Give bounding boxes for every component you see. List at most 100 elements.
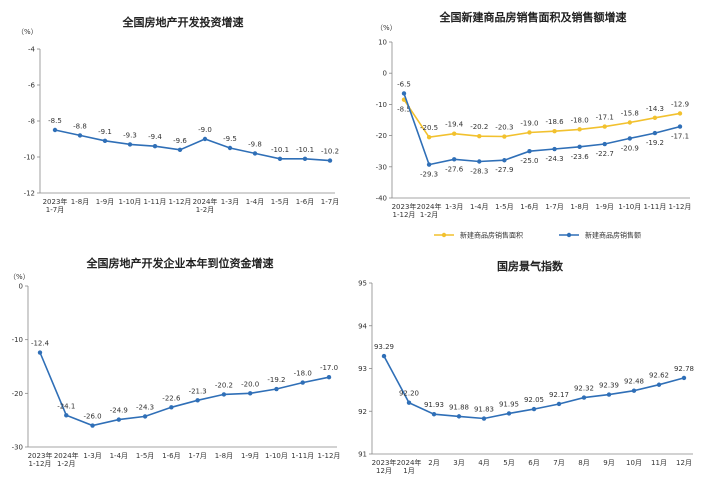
data-point (326, 375, 332, 380)
data-label: -19.4 (445, 121, 464, 129)
y-tick-label: -6 (28, 82, 36, 90)
chart-title: 全国房地产开发投资增速 (122, 15, 244, 29)
data-point (556, 401, 562, 407)
x-tick-label: 1-3月 (445, 203, 463, 211)
data-label: -28.3 (470, 167, 488, 175)
data-point (627, 136, 633, 141)
series-line (54, 129, 331, 162)
data-label: -20.2 (215, 381, 233, 389)
data-label: -22.6 (162, 394, 181, 402)
data-label: 92.05 (524, 396, 544, 404)
data-point (602, 141, 607, 147)
data-point (602, 124, 607, 129)
data-point (37, 350, 43, 355)
x-tick-label: 1-7月 (188, 452, 206, 460)
x-tick-label: 1-11月 (643, 203, 666, 211)
data-label: -17.0 (320, 364, 338, 372)
data-label: -10.1 (296, 146, 314, 154)
x-tick-label: 1-3月 (83, 452, 101, 460)
x-tick-label: 2024年 (397, 458, 422, 467)
x-tick-label: 1-6月 (296, 198, 314, 206)
x-tick-label: 1-12月 (393, 211, 416, 219)
data-label: -20.0 (241, 380, 259, 388)
data-point (451, 131, 457, 136)
data-point (202, 136, 208, 142)
data-point (527, 149, 532, 154)
data-point (652, 130, 658, 136)
y-tick-label: -20 (376, 132, 387, 140)
x-tick-label: 5月 (503, 459, 514, 467)
data-label: -10.1 (271, 146, 289, 154)
x-tick-label: 1-2月 (420, 211, 438, 219)
data-label: -8.5 (397, 106, 411, 114)
data-point (451, 157, 457, 162)
x-tick-label: 1-8月 (71, 198, 89, 206)
data-point (477, 159, 482, 164)
data-label: -10.2 (321, 148, 339, 156)
data-label: 91.93 (424, 401, 444, 409)
data-point (577, 127, 582, 132)
x-tick-label: 1-6月 (520, 203, 538, 211)
data-point (177, 147, 183, 152)
data-point (247, 391, 253, 396)
x-tick-label: 1-7月 (545, 203, 563, 211)
series-line (403, 99, 681, 139)
x-tick-label: 1-8月 (570, 203, 588, 211)
data-point (277, 156, 283, 161)
data-label: 91.95 (499, 400, 519, 408)
x-tick-label: 2023年 (392, 202, 417, 211)
data-point (274, 386, 279, 392)
data-point (552, 129, 557, 134)
data-label: 92.48 (624, 378, 644, 386)
x-tick-label: 4月 (478, 459, 489, 467)
data-point (127, 142, 133, 147)
data-point (652, 115, 658, 121)
x-tick-label: 9月 (603, 459, 614, 467)
data-point (631, 388, 637, 393)
x-tick-label: 2023年 (28, 451, 53, 460)
x-tick-label: 1-10月 (618, 203, 641, 211)
data-point (252, 151, 258, 156)
data-label: 92.32 (574, 385, 594, 393)
data-point (406, 400, 412, 405)
x-tick-label: 1-9月 (96, 198, 114, 206)
data-point (142, 414, 148, 419)
y-tick-label: 93 (358, 365, 367, 373)
data-point (152, 144, 158, 149)
series-line (39, 352, 330, 427)
x-tick-label: 1-11月 (291, 452, 314, 460)
data-point (681, 375, 687, 381)
x-tick-label: 1-7月 (321, 198, 339, 206)
chart-title: 国房景气指数 (497, 259, 564, 273)
data-point (64, 413, 69, 418)
y-tick-label: 95 (358, 280, 367, 288)
data-label: -24.1 (57, 402, 75, 410)
data-point (227, 145, 233, 151)
data-label: -9.6 (173, 137, 187, 145)
data-point (300, 380, 305, 385)
x-tick-label: 2024年 (417, 202, 442, 211)
data-label: -12.9 (671, 100, 689, 108)
x-tick-label: 2023年 (43, 197, 68, 206)
data-label: 92.78 (674, 365, 694, 373)
data-label: -27.9 (495, 166, 513, 174)
data-label: -9.5 (223, 135, 237, 143)
data-point (677, 111, 683, 116)
x-tick-label: 1-8月 (215, 452, 233, 460)
data-point (90, 423, 95, 428)
data-label: -8.8 (73, 122, 87, 130)
chart-title: 全国新建商品房销售面积及销售额增速 (439, 10, 627, 24)
data-label: -9.8 (248, 140, 262, 148)
y-tick-label: -30 (12, 444, 23, 452)
data-point (552, 146, 557, 152)
x-tick-label: 1-12月 (29, 460, 52, 468)
data-label: -17.1 (596, 114, 614, 122)
x-tick-label: 11月 (651, 459, 667, 467)
y-tick-label: -20 (12, 390, 23, 398)
y-tick-label: -4 (28, 46, 36, 54)
x-tick-label: 1-2月 (57, 460, 75, 468)
y-tick-label: 94 (358, 322, 367, 330)
x-tick-label: 1-4月 (110, 452, 128, 460)
y-tick-label: -10 (24, 154, 35, 162)
